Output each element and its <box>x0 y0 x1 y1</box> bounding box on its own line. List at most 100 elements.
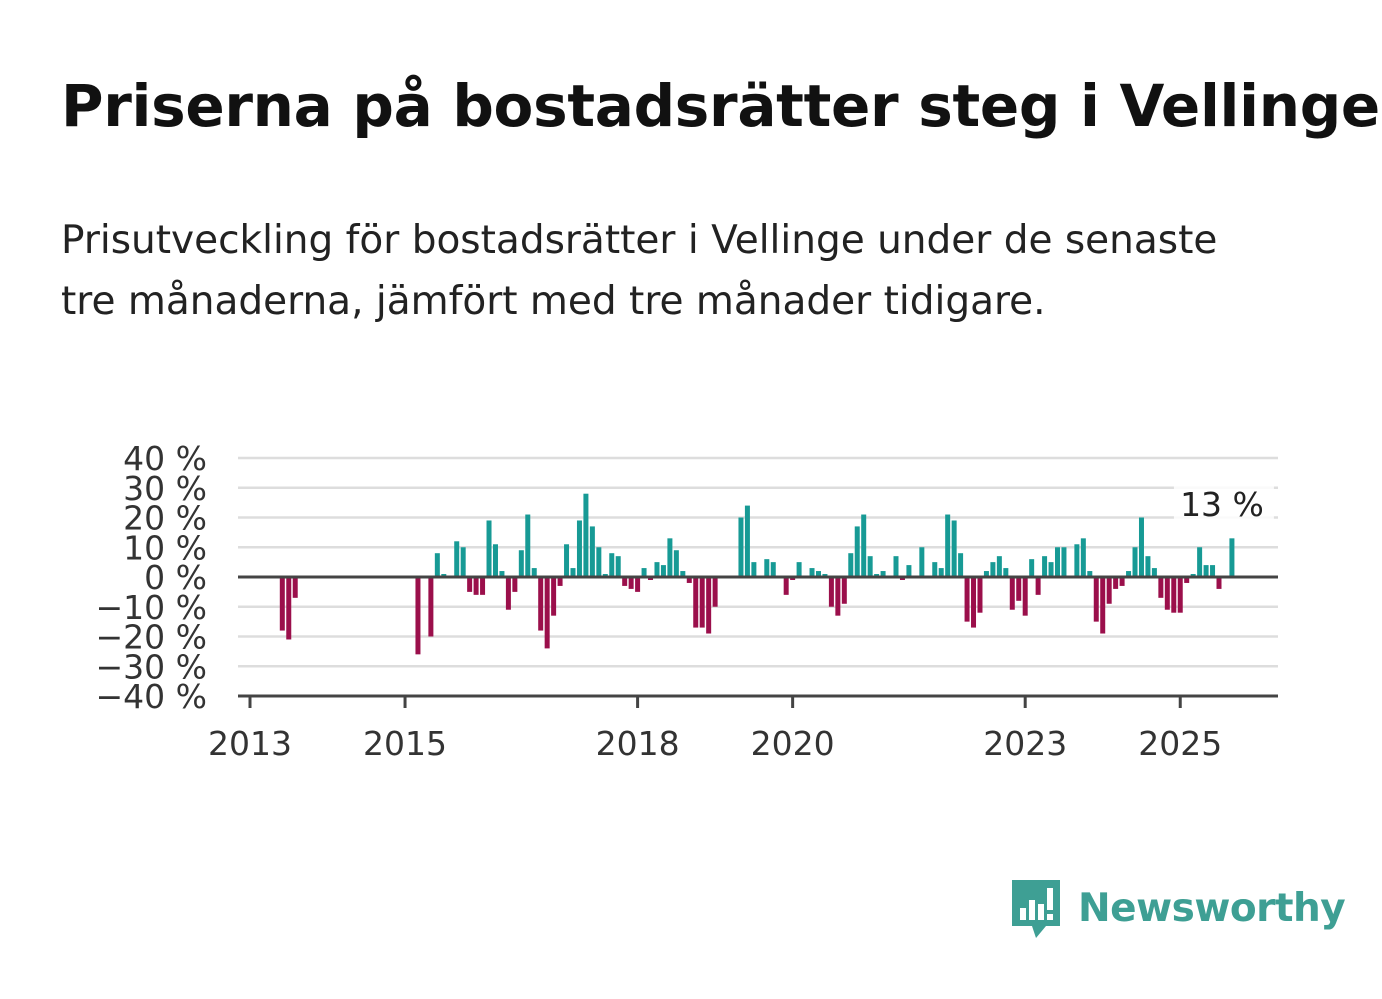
axis-labels: 40 %30 %20 %10 %0 %−10 %−20 %−30 %−40 %2… <box>96 439 1223 763</box>
bar <box>938 568 944 577</box>
bar <box>977 577 983 613</box>
bar <box>1029 559 1035 577</box>
bar <box>680 571 686 577</box>
bar <box>906 565 912 577</box>
bar <box>1229 538 1235 577</box>
bar <box>486 520 492 577</box>
bar <box>951 520 957 577</box>
y-tick-label: −10 % <box>96 588 208 627</box>
bar <box>1138 517 1144 577</box>
bar <box>473 577 479 595</box>
bar <box>589 526 595 577</box>
bar <box>893 556 899 577</box>
bar <box>1171 577 1177 613</box>
y-tick-label: −30 % <box>96 647 208 686</box>
bar <box>480 577 486 595</box>
bar <box>1119 577 1125 586</box>
grid-lines <box>238 456 1278 668</box>
bar <box>499 571 505 577</box>
bar <box>492 544 498 577</box>
bar <box>292 577 298 598</box>
annotation-bg <box>1173 486 1274 522</box>
bar <box>738 517 744 577</box>
bar <box>1093 577 1099 622</box>
bar <box>1197 547 1203 577</box>
bars <box>279 493 1235 655</box>
bar <box>854 526 860 577</box>
bar <box>744 505 750 577</box>
bar <box>654 562 660 578</box>
latest-value-annotation: 13 % <box>1180 485 1264 524</box>
bar <box>919 547 925 577</box>
bar <box>434 553 440 577</box>
bar <box>1003 568 1009 577</box>
chart-title: Priserna på bostadsrätter steg i Velling… <box>61 72 1380 140</box>
bar <box>880 571 886 577</box>
bar <box>512 577 518 592</box>
bar <box>615 556 621 577</box>
bar <box>996 556 1002 577</box>
bar <box>564 544 570 577</box>
bar <box>1151 568 1157 577</box>
x-tick-label: 2015 <box>363 724 447 763</box>
bar <box>686 577 692 583</box>
bar <box>576 520 582 577</box>
y-tick-label: 20 % <box>123 499 207 538</box>
bar <box>835 577 841 616</box>
newsworthy-logo-icon <box>1012 880 1060 938</box>
bar <box>1022 577 1028 616</box>
bar <box>583 493 589 577</box>
bar <box>518 550 524 577</box>
y-tick-label: 30 % <box>123 469 207 508</box>
y-tick-label: −20 % <box>96 618 208 657</box>
bar <box>660 565 666 577</box>
bar <box>505 577 511 610</box>
bar <box>971 577 977 628</box>
bar <box>1145 556 1151 577</box>
bar <box>1210 565 1216 577</box>
bar <box>932 562 938 578</box>
bar <box>815 571 821 577</box>
bar <box>983 571 989 577</box>
axes <box>238 575 1278 708</box>
bar <box>1055 547 1060 577</box>
bar <box>1016 577 1022 601</box>
brand: Newsworthy <box>1010 876 1346 940</box>
bar <box>460 547 466 577</box>
brand-name: Newsworthy <box>1078 885 1346 931</box>
bar <box>828 577 834 607</box>
x-tick-label: 2023 <box>983 724 1067 763</box>
bar <box>1080 538 1086 577</box>
bar <box>628 577 634 589</box>
bar <box>415 577 421 655</box>
bar <box>693 577 699 628</box>
bar <box>841 577 847 604</box>
bar <box>699 577 705 628</box>
bar <box>770 562 776 578</box>
bar <box>796 562 802 578</box>
bar <box>867 556 873 577</box>
bar <box>1216 577 1222 589</box>
bar <box>609 553 615 577</box>
bar <box>1126 571 1132 577</box>
bar <box>1009 577 1015 610</box>
bar <box>751 562 757 578</box>
bar <box>964 577 970 622</box>
bar <box>945 514 951 577</box>
bar <box>667 538 673 577</box>
bar <box>848 553 854 577</box>
bar <box>712 577 718 607</box>
bar <box>861 514 867 577</box>
bar <box>454 541 460 577</box>
bar <box>1042 556 1048 577</box>
bar <box>428 577 434 637</box>
bar <box>531 568 537 577</box>
bar <box>990 562 996 578</box>
x-tick-label: 2020 <box>751 724 835 763</box>
bar <box>1074 544 1080 577</box>
bar <box>1035 577 1041 595</box>
bar <box>622 577 628 586</box>
bar <box>467 577 473 592</box>
bar <box>706 577 712 634</box>
bar <box>557 577 563 586</box>
